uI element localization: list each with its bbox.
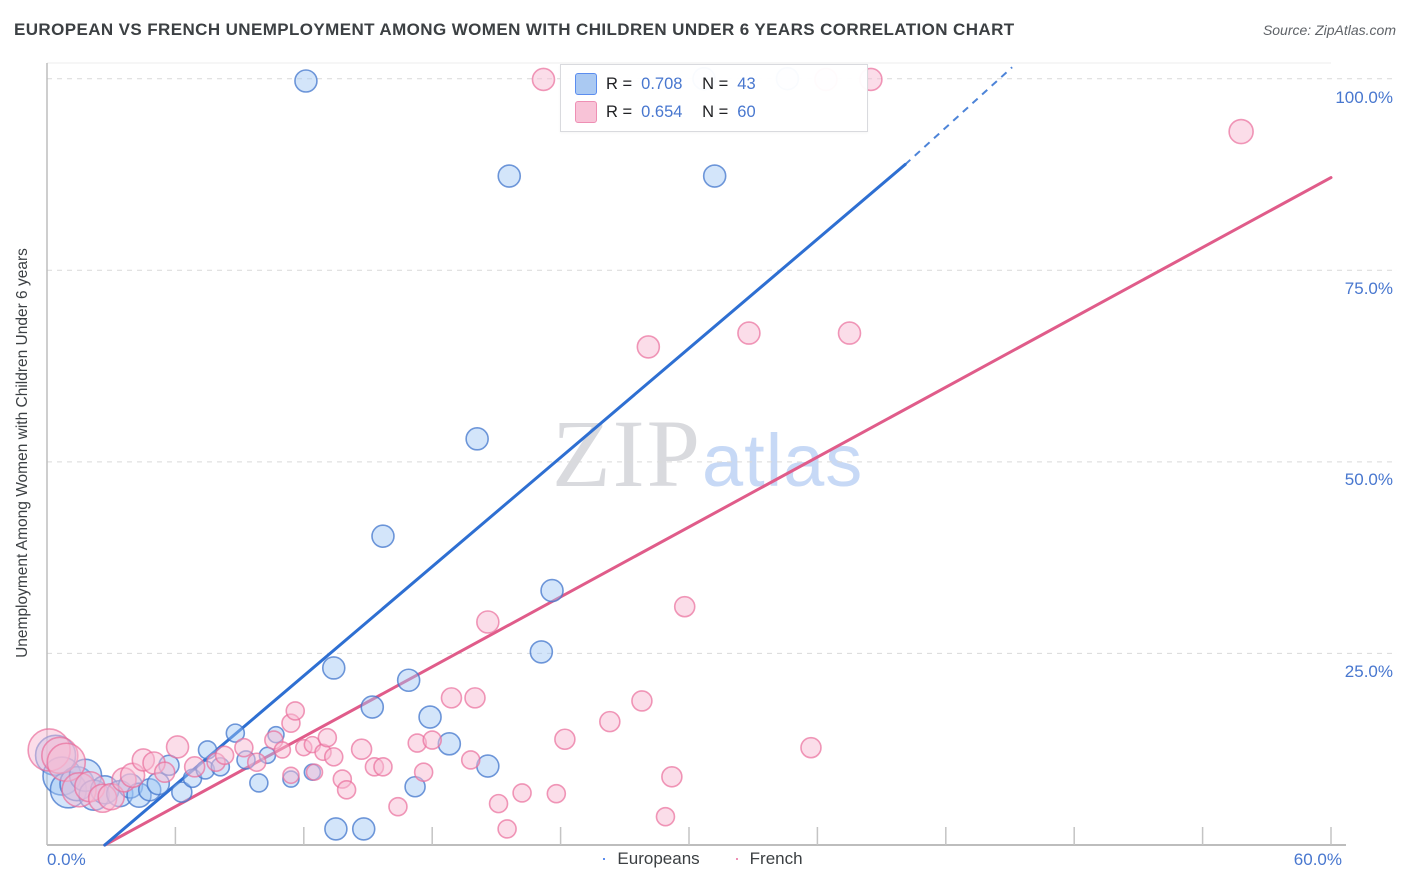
data-point-french[interactable]	[673, 595, 696, 618]
series-legend: Europeans French	[0, 849, 1406, 869]
data-point-french[interactable]	[554, 728, 576, 751]
data-point-european[interactable]	[249, 773, 269, 793]
europeans-swatch-icon	[603, 858, 606, 860]
french-swatch-icon	[735, 858, 738, 860]
watermark-atlas-text: atlas	[702, 419, 864, 502]
r-value-french: 0.654	[641, 102, 683, 121]
zipatlas-watermark: ZIPatlas	[552, 398, 863, 509]
french-trend-line	[103, 176, 1333, 847]
data-point-french[interactable]	[413, 762, 434, 783]
europeans-trend-line	[103, 163, 907, 847]
data-point-french[interactable]	[440, 687, 463, 709]
data-point-french[interactable]	[488, 793, 509, 814]
data-point-european[interactable]	[371, 524, 395, 548]
data-point-french[interactable]	[460, 750, 481, 770]
data-point-french[interactable]	[183, 756, 206, 778]
data-point-european[interactable]	[465, 427, 489, 451]
data-point-european[interactable]	[321, 656, 346, 680]
data-point-european[interactable]	[497, 164, 522, 188]
legend-item-label: Europeans	[617, 849, 700, 868]
data-point-french[interactable]	[546, 783, 567, 804]
data-point-french[interactable]	[282, 766, 300, 785]
data-point-french[interactable]	[512, 783, 532, 803]
data-point-french[interactable]	[153, 761, 176, 784]
n-label: N =	[702, 102, 729, 121]
data-point-french[interactable]	[422, 730, 443, 750]
page-title: EUROPEAN VS FRENCH UNEMPLOYMENT AMONG WO…	[14, 20, 1015, 39]
data-point-french[interactable]	[476, 610, 500, 634]
europeans-swatch-icon	[575, 73, 597, 95]
source-credit: Source: ZipAtlas.com	[1262, 22, 1396, 38]
x-axis-min-label: 0.0%	[47, 850, 86, 869]
data-point-european[interactable]	[351, 817, 376, 841]
data-point-european[interactable]	[171, 781, 193, 803]
n-value-french: 60	[737, 102, 756, 121]
legend-item-europeans[interactable]: Europeans	[603, 849, 700, 869]
data-point-french[interactable]	[531, 67, 556, 92]
data-point-french[interactable]	[273, 741, 292, 759]
data-point-french[interactable]	[636, 335, 661, 359]
y-tick-50: 50.0%	[1344, 470, 1393, 489]
y-tick-100: 100.0%	[1335, 88, 1393, 107]
data-point-french[interactable]	[661, 765, 683, 788]
data-point-french[interactable]	[497, 819, 517, 839]
data-point-french[interactable]	[214, 745, 235, 766]
y-tick-25: 25.0%	[1344, 662, 1393, 681]
data-point-french[interactable]	[631, 690, 653, 712]
y-tick-75: 75.0%	[1344, 279, 1393, 298]
data-point-french[interactable]	[388, 796, 408, 817]
n-label: N =	[702, 74, 729, 93]
legend-item-label: French	[749, 849, 803, 868]
data-point-european[interactable]	[294, 69, 318, 93]
r-label: R =	[606, 74, 633, 93]
data-point-french[interactable]	[655, 806, 676, 827]
data-point-french[interactable]	[305, 763, 324, 782]
data-point-french[interactable]	[837, 321, 862, 345]
french-swatch-icon	[575, 101, 597, 123]
data-point-french[interactable]	[350, 738, 373, 761]
data-point-french[interactable]	[317, 727, 338, 748]
data-point-french[interactable]	[800, 736, 822, 759]
data-point-european[interactable]	[418, 705, 442, 729]
data-point-french[interactable]	[599, 710, 621, 733]
data-point-french[interactable]	[737, 321, 761, 345]
data-point-french[interactable]	[246, 752, 267, 773]
data-point-european[interactable]	[225, 723, 246, 743]
n-value-europeans: 43	[737, 74, 756, 93]
data-point-french[interactable]	[464, 687, 486, 709]
r-label: R =	[606, 102, 633, 121]
data-point-european[interactable]	[360, 695, 385, 719]
data-point-french[interactable]	[234, 737, 254, 758]
data-point-french[interactable]	[373, 757, 393, 777]
data-point-french[interactable]	[165, 735, 190, 759]
r-value-europeans: 0.708	[641, 74, 683, 93]
legend-item-french[interactable]: French	[735, 849, 803, 869]
data-point-french[interactable]	[285, 701, 306, 721]
correlation-legend-box: R = 0.708 N = 43 R = 0.654 N = 60	[560, 64, 868, 132]
data-point-french[interactable]	[323, 747, 344, 767]
data-point-european[interactable]	[529, 640, 554, 664]
data-point-european[interactable]	[324, 817, 348, 841]
legend-row-french: R = 0.654 N = 60	[575, 101, 853, 123]
data-point-european[interactable]	[702, 164, 727, 188]
watermark-zip-text: ZIP	[552, 400, 702, 507]
europeans-trend-line-dashed-extension	[904, 66, 1013, 166]
data-point-french[interactable]	[336, 780, 357, 800]
x-axis-max-label: 60.0%	[1293, 850, 1342, 869]
legend-row-europeans: R = 0.708 N = 43	[575, 73, 853, 95]
data-point-european[interactable]	[396, 668, 421, 693]
data-point-european[interactable]	[540, 578, 564, 603]
data-point-french[interactable]	[1228, 118, 1254, 145]
data-point-european[interactable]	[437, 732, 462, 756]
